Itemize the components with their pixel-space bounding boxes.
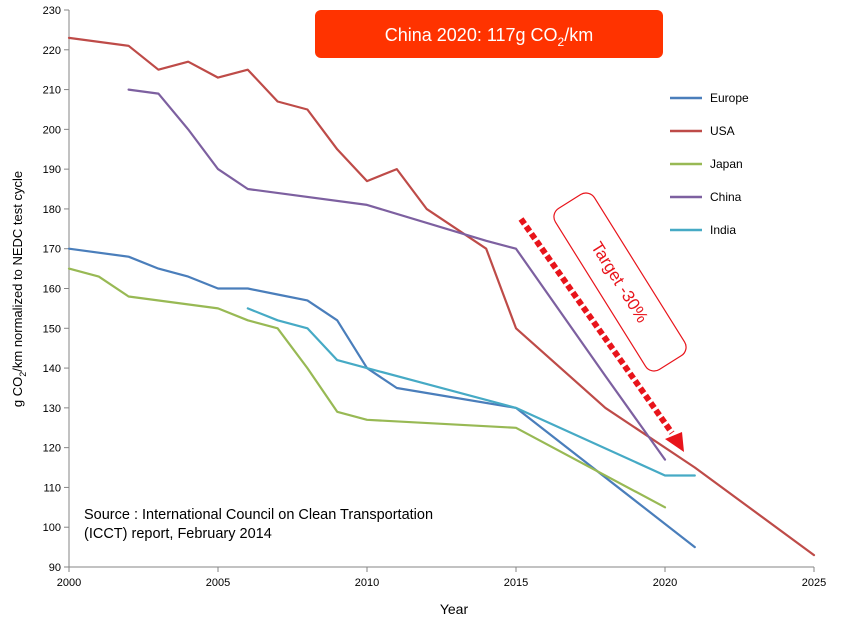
x-tick-label: 2020 xyxy=(653,577,677,589)
y-tick-label: 210 xyxy=(43,85,61,97)
y-tick-label: 170 xyxy=(43,244,61,256)
x-tick-label: 2005 xyxy=(206,577,230,589)
x-tick-label: 2010 xyxy=(355,577,379,589)
series-line-usa xyxy=(67,36,816,557)
legend: Europe USA Japan China India xyxy=(670,91,749,237)
legend-label-europe: Europe xyxy=(710,91,749,105)
y-axis-title: g CO2/km normalized to NEDC test cycle xyxy=(10,171,28,407)
target-annotation: Target -30% xyxy=(518,192,687,452)
x-tick-label: 2015 xyxy=(504,577,528,589)
y-tick-label: 160 xyxy=(43,284,61,296)
y-tick-label: 180 xyxy=(43,204,61,216)
series-line-india xyxy=(246,307,696,477)
banner-background xyxy=(315,10,663,58)
y-tick-label: 130 xyxy=(43,403,61,415)
y-tick-label: 220 xyxy=(43,45,61,57)
y-tick-label: 110 xyxy=(43,482,61,494)
y-tick-label: 190 xyxy=(43,164,61,176)
y-tick-label: 230 xyxy=(43,5,61,17)
y-tick-label: 150 xyxy=(43,323,61,335)
legend-label-china: China xyxy=(710,190,742,204)
target-label-box xyxy=(553,192,687,372)
source-line-2: (ICCT) report, February 2014 xyxy=(84,526,272,542)
y-tick-label: 200 xyxy=(43,124,61,136)
y-tick-label: 90 xyxy=(49,562,61,574)
series-line-japan xyxy=(67,267,667,509)
y-tick-label: 120 xyxy=(43,443,61,455)
y-tick-label: 140 xyxy=(43,363,61,375)
target-arrow-head xyxy=(665,432,684,452)
x-tick-label: 2025 xyxy=(802,577,826,589)
x-tick-label: 2000 xyxy=(57,577,81,589)
target-arrow-shaft xyxy=(518,217,675,435)
legend-label-usa: USA xyxy=(710,124,735,138)
banner-text: China 2020: 117g CO2/km xyxy=(385,25,593,49)
source-line-1: Source : International Council on Clean … xyxy=(84,507,433,523)
legend-label-japan: Japan xyxy=(710,157,743,171)
series-lines xyxy=(67,36,816,557)
source-note: Source : International Council on Clean … xyxy=(84,507,433,542)
y-tick-label: 100 xyxy=(43,522,61,534)
series-line-china xyxy=(127,88,667,461)
axes: 90 100 110 120 130 140 150 160 170 180 190 200 210 22… xyxy=(43,5,827,589)
series-line-europe xyxy=(67,247,696,549)
legend-label-india: India xyxy=(710,223,736,237)
china-2020-banner: China 2020: 117g CO2/km xyxy=(315,10,663,58)
x-axis-title: Year xyxy=(440,601,469,617)
